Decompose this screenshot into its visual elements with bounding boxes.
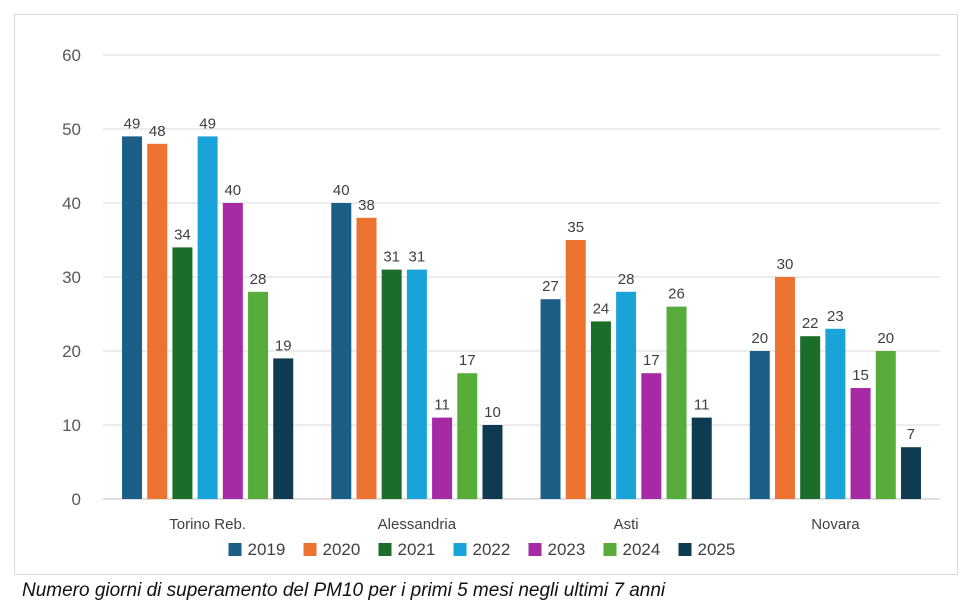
legend-label: 2023: [548, 540, 586, 559]
legend-label: 2020: [323, 540, 361, 559]
bar: [666, 306, 687, 499]
data-label: 31: [409, 249, 426, 266]
data-label: 20: [751, 330, 768, 347]
bar: [381, 269, 402, 499]
bar: [172, 247, 193, 499]
bar: [432, 417, 453, 499]
y-tick-label: 60: [62, 46, 81, 65]
legend-label: 2024: [623, 540, 661, 559]
bar: [875, 351, 896, 499]
bar: [457, 373, 478, 499]
bar: [122, 136, 143, 499]
bar: [273, 358, 294, 499]
data-label: 20: [877, 330, 894, 347]
bar: [406, 269, 427, 499]
legend-swatch: [528, 543, 542, 556]
data-label: 17: [643, 352, 660, 369]
data-label: 10: [484, 404, 501, 421]
category-label: Torino Reb.: [169, 516, 246, 533]
y-tick-label: 50: [62, 120, 81, 139]
data-label: 17: [459, 352, 476, 369]
bar: [222, 203, 243, 499]
data-label: 34: [174, 226, 191, 243]
bar: [900, 447, 921, 499]
data-label: 26: [668, 286, 685, 303]
bar: [616, 291, 637, 499]
chart-frame: 0 10 20 30 40 50 60 49 48 34 49 40 28 19 Torino Reb. 40…: [14, 14, 958, 575]
bar: [540, 299, 561, 499]
legend-label: 2025: [698, 540, 736, 559]
data-label: 40: [224, 182, 241, 199]
legend-swatch: [453, 543, 467, 556]
legend-swatch: [603, 543, 617, 556]
data-label: 22: [802, 315, 819, 332]
data-label: 27: [542, 278, 559, 295]
data-label: 7: [907, 426, 915, 443]
bar: [248, 291, 269, 499]
data-label: 15: [852, 367, 869, 384]
data-label: 49: [124, 115, 141, 132]
data-label: 31: [383, 249, 400, 266]
data-label: 30: [777, 256, 794, 273]
chart-caption: Numero giorni di superamento del PM10 pe…: [22, 580, 666, 601]
category-label: Alessandria: [378, 516, 457, 533]
bar: [641, 373, 662, 499]
bar: [147, 143, 168, 500]
bar: [356, 217, 377, 500]
bar: [825, 328, 846, 499]
y-tick-label: 0: [72, 490, 81, 509]
y-tick-label: 30: [62, 268, 81, 287]
bar: [800, 336, 821, 499]
data-label: 24: [593, 300, 610, 317]
bar: [197, 136, 218, 499]
data-label: 49: [199, 115, 216, 132]
bar: [850, 388, 871, 499]
y-tick-label: 10: [62, 416, 81, 435]
data-label: 35: [567, 219, 584, 236]
data-label: 11: [434, 397, 450, 414]
legend-swatch: [303, 543, 317, 556]
y-tick-label: 40: [62, 194, 81, 213]
bar: [482, 425, 503, 499]
category-label: Asti: [614, 516, 639, 533]
legend-label: 2022: [473, 540, 511, 559]
data-label: 23: [827, 308, 844, 325]
bar: [590, 321, 611, 499]
data-label: 38: [358, 197, 375, 214]
legend-swatch: [678, 543, 692, 556]
y-tick-label: 20: [62, 342, 81, 361]
bar: [774, 277, 795, 499]
data-label: 48: [149, 123, 166, 140]
data-label: 40: [333, 182, 350, 199]
legend-swatch: [228, 543, 242, 556]
bar: [331, 203, 352, 499]
legend-label: 2021: [398, 540, 436, 559]
category-label: Novara: [811, 516, 860, 533]
bar: [691, 417, 712, 499]
legend-label: 2019: [248, 540, 286, 559]
data-label: 11: [694, 397, 710, 414]
data-label: 28: [618, 271, 635, 288]
bar: [565, 240, 586, 499]
legend-swatch: [378, 543, 392, 556]
bar: [749, 351, 770, 499]
data-label: 28: [250, 271, 267, 288]
bar-chart: 0 10 20 30 40 50 60 49 48 34 49 40 28 19 Torino Reb. 40…: [62, 46, 940, 559]
data-label: 19: [275, 337, 292, 354]
